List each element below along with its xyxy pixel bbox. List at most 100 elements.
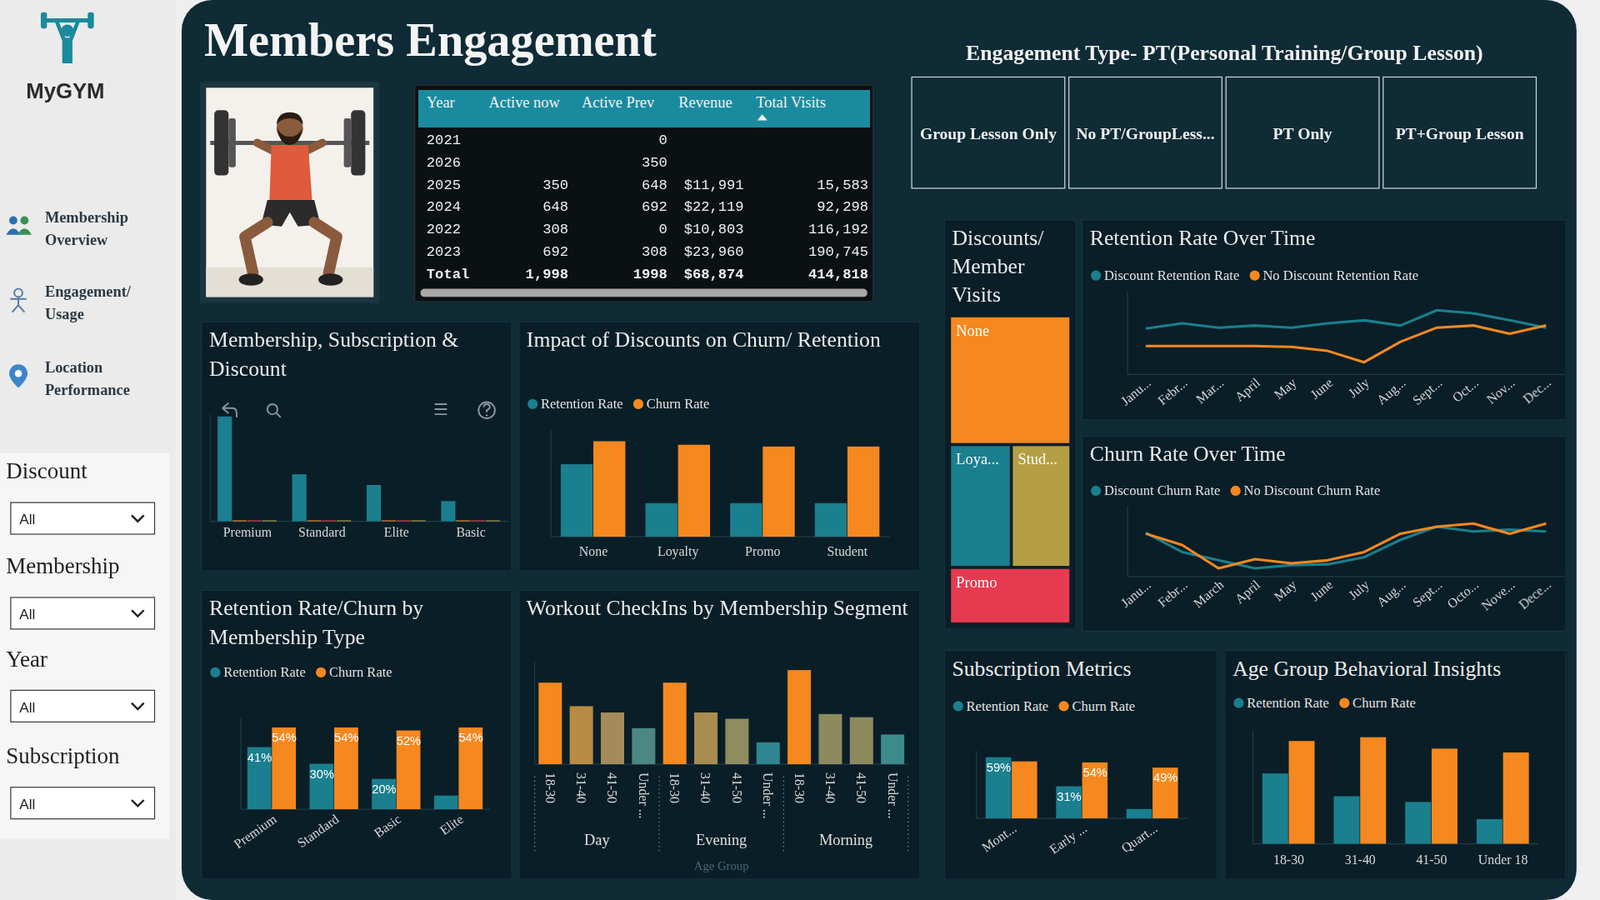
- scrollbar: [420, 289, 867, 298]
- engagement-button[interactable]: No PT/GroupLess...: [1068, 76, 1223, 190]
- bar: [247, 747, 272, 810]
- filter-dropdown[interactable]: All: [10, 786, 155, 820]
- legend-label: Retention Rate: [1246, 695, 1330, 711]
- value-axis-line: [550, 430, 552, 537]
- chart-title: Age Group Behavioral Insights: [1232, 654, 1559, 683]
- help-icon[interactable]: [478, 401, 495, 419]
- bar: [470, 520, 485, 521]
- filter-dropdown[interactable]: All: [10, 690, 155, 723]
- group-label: Day: [584, 831, 610, 849]
- category-axis-line: [210, 520, 509, 522]
- image-background: [205, 87, 374, 297]
- chart-title: Discounts/ Member Visits: [951, 223, 1069, 310]
- data-table: Year Active now Active Prev Revenue Total Vi…: [413, 83, 875, 303]
- x-tick-label: Mar...: [1193, 375, 1227, 406]
- legend-marker: [315, 667, 326, 678]
- table-cell: 648: [542, 195, 569, 219]
- column-header[interactable]: Active now: [489, 92, 560, 111]
- column-header[interactable]: Revenue: [678, 92, 732, 111]
- list-icon[interactable]: [435, 404, 448, 415]
- bar: [1405, 801, 1431, 844]
- bar: [756, 742, 780, 765]
- engagement-option: No PT/GroupLess...: [1075, 121, 1215, 144]
- filter-dropdown[interactable]: All: [10, 596, 155, 630]
- zoom-icon[interactable]: [267, 404, 278, 415]
- x-tick-label: Octo...: [1444, 577, 1481, 612]
- nav-icon: [4, 362, 35, 391]
- x-tick-label: 18-30: [543, 772, 558, 804]
- bar: [600, 712, 625, 765]
- line: [1145, 325, 1546, 363]
- bar: [1431, 748, 1458, 844]
- sort-arrow: [757, 114, 768, 122]
- engagement-button[interactable]: PT Only: [1225, 76, 1380, 190]
- bar: [645, 503, 678, 537]
- treemap-cell: [950, 445, 1010, 566]
- bar: [1360, 737, 1386, 845]
- table-cell: 2026: [426, 150, 461, 174]
- nav-icon-part: [20, 216, 29, 225]
- x-tick-label: Student: [827, 544, 869, 559]
- legend-label: Retention Rate: [223, 664, 306, 680]
- table-cell: 1,998: [525, 263, 569, 286]
- legend-marker: [633, 399, 644, 410]
- bar: [336, 520, 351, 521]
- legend-marker: [1250, 270, 1260, 280]
- treemap-cell: [950, 569, 1070, 623]
- beard: [277, 128, 302, 145]
- engagement-button[interactable]: PT+Group Lesson: [1382, 76, 1537, 190]
- column-header[interactable]: Year: [426, 92, 455, 111]
- nav-icon-part: [10, 296, 27, 312]
- x-tick-label: Janu...: [1118, 577, 1154, 610]
- x-tick-label: Oct...: [1449, 375, 1481, 405]
- value-axis-line: [975, 750, 977, 819]
- nav-item[interactable]: Location Performance: [45, 355, 160, 401]
- x-tick-label: 41-50: [605, 772, 620, 804]
- x-tick-label: 18-30: [667, 772, 682, 804]
- table-cell: 350: [542, 173, 569, 196]
- bar: [593, 440, 625, 537]
- filter-label: Discount: [5, 457, 87, 486]
- table-cell: 692: [542, 240, 569, 264]
- nav-item[interactable]: Membership Overview: [45, 205, 160, 251]
- bar: [850, 717, 874, 765]
- engagement-button[interactable]: Group Lesson Only: [910, 76, 1065, 190]
- engagement-option: PT+Group Lesson: [1390, 121, 1530, 144]
- table-cell: $23,960: [684, 240, 745, 264]
- bar: [485, 520, 500, 521]
- plot-area: [1145, 310, 1546, 362]
- x-tick-label: 41-50: [854, 772, 869, 804]
- column-header[interactable]: Total Visits: [755, 92, 826, 111]
- filter-value: All: [19, 605, 35, 623]
- back-icon[interactable]: [222, 403, 237, 418]
- image-floor: [205, 267, 374, 298]
- x-tick-label: Premium: [230, 811, 280, 852]
- bar: [1055, 785, 1082, 819]
- filter-label: Membership: [5, 551, 120, 580]
- x-tick-label: None: [579, 544, 608, 559]
- column-header[interactable]: Active Prev: [581, 92, 655, 111]
- table-cell: 2024: [426, 195, 461, 219]
- nav-icon: [4, 212, 35, 241]
- legs: [245, 222, 337, 274]
- bar: [334, 727, 359, 810]
- bar: [396, 520, 411, 521]
- nav-item[interactable]: Engagement/ Usage: [45, 280, 160, 326]
- value-axis-line: [534, 662, 535, 765]
- chart-svg: Discount Retention RateNo Discount Reten…: [1082, 220, 1565, 420]
- filter-dropdown[interactable]: All: [10, 501, 155, 535]
- filter-value: All: [19, 510, 35, 528]
- image-frame: [200, 81, 380, 304]
- sort-arrow-shape: [757, 114, 768, 120]
- bar: [1503, 752, 1530, 845]
- x-tick-label: Aug...: [1374, 577, 1410, 610]
- bar: [1476, 819, 1503, 845]
- bar: [306, 520, 321, 521]
- value-axis-line: [1126, 505, 1128, 576]
- chart-svg: 18-3031-4041-50Under ...18-3031-4041-50U…: [519, 590, 920, 879]
- bar: [1334, 796, 1360, 845]
- plot-area: [560, 440, 880, 537]
- x-tick-label: Elite: [437, 811, 466, 838]
- group-separator: [658, 776, 660, 854]
- value-axis-line: [240, 718, 241, 810]
